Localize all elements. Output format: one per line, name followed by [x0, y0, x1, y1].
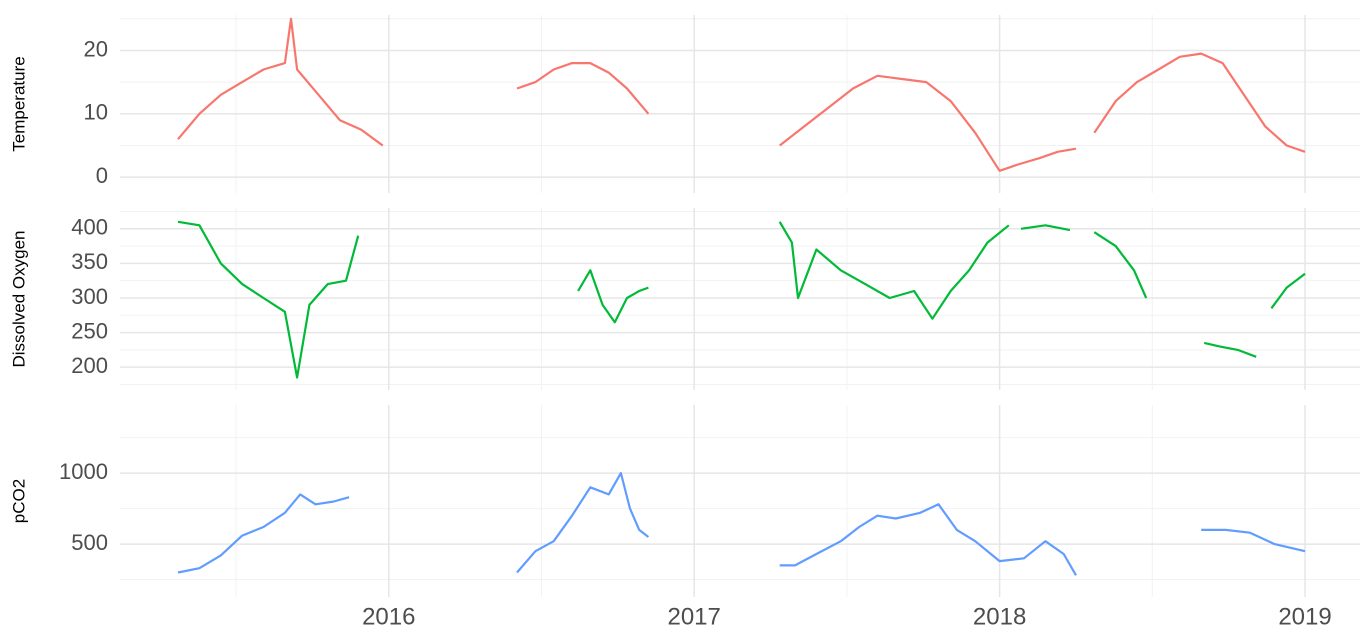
y-tick-label: 400	[71, 215, 108, 240]
y-tick-label: 350	[71, 249, 108, 274]
y-tick-label: 200	[71, 353, 108, 378]
y-tick-label: 1000	[59, 459, 108, 484]
x-tick-label: 2018	[973, 603, 1026, 630]
y-axis-label: pCO2	[9, 479, 28, 523]
y-tick-label: 300	[71, 284, 108, 309]
y-axis-label: Temperature	[9, 56, 28, 151]
x-tick-label: 2019	[1278, 603, 1331, 630]
y-axis-label: Dissolved Oxygen	[9, 230, 28, 367]
y-tick-label: 10	[84, 100, 108, 125]
data-line	[177, 17, 1306, 172]
y-tick-label: 250	[71, 318, 108, 343]
data-line	[177, 220, 1306, 379]
y-tick-label: 0	[96, 163, 108, 188]
x-tick-label: 2017	[667, 603, 720, 630]
x-tick-label: 2016	[362, 603, 415, 630]
data-line	[177, 472, 1306, 576]
y-tick-label: 500	[71, 530, 108, 555]
y-tick-label: 20	[84, 36, 108, 61]
